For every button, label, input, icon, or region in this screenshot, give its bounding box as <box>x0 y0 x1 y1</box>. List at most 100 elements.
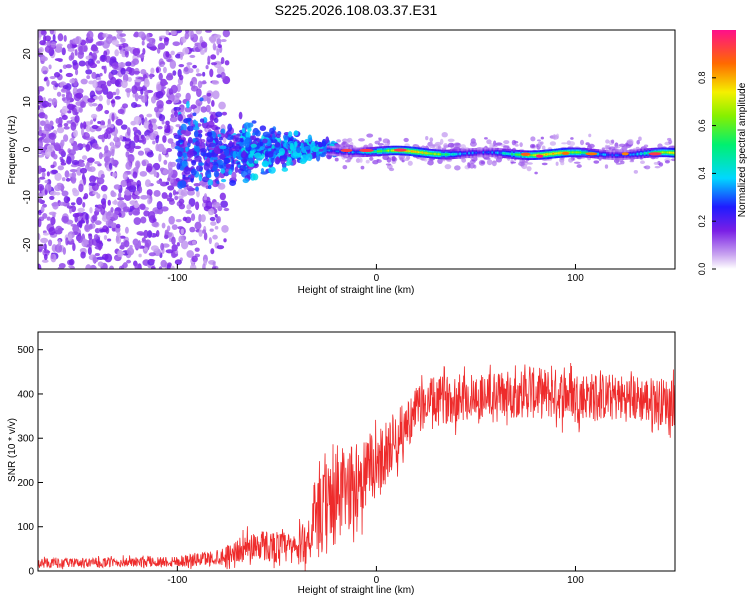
y-tick-label: -20 <box>22 237 33 252</box>
spectrogram-band-cell <box>554 152 557 155</box>
spectrogram-cell <box>78 46 83 52</box>
spectrogram-cell <box>213 34 222 39</box>
spectrogram-cell <box>229 140 233 148</box>
spectrogram-cell <box>146 189 153 196</box>
spectrogram-cell <box>43 250 51 254</box>
spectrogram-band-cell <box>500 152 503 154</box>
spectrogram-band-cell <box>434 153 437 155</box>
spectrogram-cell <box>114 140 121 148</box>
spectrogram-cell <box>193 81 198 85</box>
spectrogram-cell <box>118 45 122 50</box>
spectrogram-cell <box>127 77 132 82</box>
spectrogram-cell <box>294 141 298 148</box>
spectrogram-cell <box>206 135 214 143</box>
spectrogram-cell <box>64 170 70 178</box>
spectrogram-cell <box>141 237 146 242</box>
spectrogram-cell <box>114 210 120 215</box>
spectrogram-cell <box>50 164 55 169</box>
spectrogram-cell <box>78 219 86 224</box>
spectrogram-cell <box>534 171 538 175</box>
spectrogram-cell <box>143 247 148 252</box>
spectrogram-cell <box>39 40 46 46</box>
spectrogram-band-cell <box>534 154 537 156</box>
spectrogram-cell <box>211 164 218 172</box>
spectrogram-cell <box>186 158 193 162</box>
spectrogram-cell <box>220 200 229 208</box>
spectrogram-cell <box>205 30 212 33</box>
spectrogram-cell <box>155 143 160 152</box>
spectrogram-cell <box>615 162 622 165</box>
spectrogram-cell <box>176 242 180 247</box>
spectrogram-band-cell <box>353 151 356 154</box>
spectrogram-cell <box>60 88 68 93</box>
spectrogram-cell <box>130 181 137 187</box>
spectrogram-cell <box>382 154 389 161</box>
spectrogram-cell <box>114 163 118 168</box>
x-tick-label: 100 <box>567 575 584 586</box>
spectrogram-cell <box>151 118 157 124</box>
spectrogram-cell <box>125 161 132 170</box>
spectrogram-cell <box>91 52 98 61</box>
spectrogram-hotspot <box>536 154 544 158</box>
spectrogram-cell <box>206 92 212 97</box>
spectrogram-band-cell <box>464 152 467 155</box>
spectrogram-cell <box>87 97 96 103</box>
spectrogram-cell <box>92 214 98 222</box>
spectrogram-cell <box>447 138 455 142</box>
spectrogram-cell <box>192 126 200 131</box>
spectrogram-cell <box>289 142 295 151</box>
spectrogram-band-cell <box>541 154 544 156</box>
spectrogram-cell <box>345 143 351 148</box>
spectrogram-cell <box>155 134 159 144</box>
spectrogram-cell <box>123 240 130 248</box>
spectrogram-band-cell <box>518 154 521 156</box>
spectrogram-cell <box>131 85 138 94</box>
spectrogram-cell <box>209 228 214 232</box>
spectrogram-cell <box>89 206 93 214</box>
spectrogram-cell <box>576 164 582 168</box>
spectrogram-cell <box>189 263 197 269</box>
spectrogram-band-cell <box>366 151 369 153</box>
spectrogram-cell <box>134 145 142 150</box>
spectrogram-cell <box>163 81 169 85</box>
spectrogram-cell <box>212 42 217 51</box>
spectrogram-band-cell <box>641 152 644 155</box>
spectrogram-cell <box>200 41 208 48</box>
spectrogram-band-cell <box>482 151 485 154</box>
spectrogram-cell <box>44 114 48 120</box>
spectrogram-cell <box>54 243 63 253</box>
spectrogram-band-cell <box>382 150 385 152</box>
spectrogram-cell <box>51 80 57 86</box>
spectrogram-cell <box>63 122 69 127</box>
spectrogram-cell <box>259 141 264 146</box>
spectrogram-cell <box>86 30 94 40</box>
spectrogram-band-cell <box>670 151 673 154</box>
spectrogram-cell <box>342 165 348 170</box>
spectrogram-band-cell <box>375 150 378 153</box>
spectrogram-cell <box>61 190 69 197</box>
spectrogram-band-cell <box>371 151 374 153</box>
spectrogram-cell <box>187 137 193 144</box>
spectrogram-cell <box>98 95 103 102</box>
spectrogram-cell <box>223 157 231 165</box>
spectrogram-cell <box>190 119 194 127</box>
spectrogram-cell <box>38 140 44 149</box>
spectrogram-cell <box>387 139 391 146</box>
spectrogram-cell <box>80 251 86 259</box>
spectrogram-cell <box>57 33 64 42</box>
y-tick-label: 10 <box>22 96 33 108</box>
spectrogram-cell <box>49 195 55 201</box>
spectrogram-band-cell <box>478 151 481 154</box>
spectrogram-cell <box>163 234 169 240</box>
spectrogram-band-cell <box>466 152 469 155</box>
spectrogram-band-cell <box>330 149 333 152</box>
spectrogram-cell <box>165 30 170 36</box>
spectrogram-cell <box>214 225 219 230</box>
spectrogram-cell <box>627 138 634 145</box>
spectrogram-cell <box>555 161 559 166</box>
spectrogram-cell <box>198 213 202 223</box>
spectrogram-band-cell <box>486 151 489 154</box>
spectrogram-cell <box>229 179 237 187</box>
spectrogram-cell <box>186 189 195 196</box>
spectrogram-cell <box>172 41 181 47</box>
